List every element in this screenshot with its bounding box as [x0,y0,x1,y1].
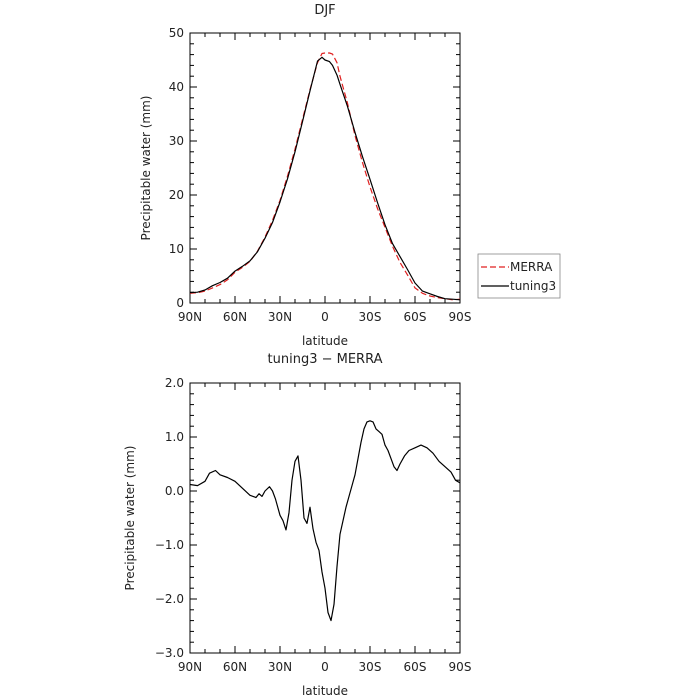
legend-label-tuning3: tuning3 [510,279,556,293]
y-tick-label: 2.0 [165,376,184,390]
y-tick-label: 0 [176,296,184,310]
y-tick-label: 20 [169,188,184,202]
top-chart-x-axis-label: latitude [302,334,348,348]
x-tick-label: 0 [321,660,329,674]
y-tick-label: 1.0 [165,430,184,444]
y-tick-label: 40 [169,80,184,94]
series-line-tuning3 [190,57,460,299]
legend: MERRA tuning3 [478,254,560,298]
top-chart-frame [190,33,460,303]
x-tick-label: 90N [178,310,202,324]
x-tick-label: 30N [268,660,292,674]
bottom-chart: tuning3 − MERRA −3.0 −2.0 −1.0 0.0 1.0 2.0 90… [123,352,471,698]
x-tick-label: 90S [449,310,472,324]
x-tick-label: 90N [178,660,202,674]
x-tick-label: 30S [359,310,382,324]
y-tick-label: −2.0 [155,592,184,606]
y-tick-label: 10 [169,242,184,256]
x-tick-label: 60N [223,660,247,674]
y-tick-label: 50 [169,26,184,40]
bottom-chart-series [190,421,460,621]
top-chart-ticks [190,33,460,303]
x-tick-label: 0 [321,310,329,324]
x-tick-label: 60S [404,310,427,324]
series-line-difference [190,421,460,621]
y-tick-label: −3.0 [155,646,184,660]
x-tick-label: 30N [268,310,292,324]
y-tick-label: 0.0 [165,484,184,498]
top-chart-x-tick-labels: 90N 60N 30N 0 30S 60S 90S [178,310,472,324]
bottom-chart-x-axis-label: latitude [302,684,348,698]
bottom-chart-frame [190,383,460,653]
y-tick-label: −1.0 [155,538,184,552]
top-chart-y-axis-label: Precipitable water (mm) [139,96,153,241]
x-tick-label: 60N [223,310,247,324]
bottom-chart-x-tick-labels: 90N 60N 30N 0 30S 60S 90S [178,660,472,674]
top-chart-title: DJF [314,3,335,18]
legend-label-merra: MERRA [510,260,553,274]
series-line-merra [190,53,460,300]
x-tick-label: 60S [404,660,427,674]
bottom-chart-ticks [190,383,460,653]
top-chart-y-tick-labels: 0 10 20 30 40 50 [169,26,184,310]
y-tick-label: 30 [169,134,184,148]
bottom-chart-y-tick-labels: −3.0 −2.0 −1.0 0.0 1.0 2.0 [155,376,184,660]
bottom-chart-title: tuning3 − MERRA [268,352,383,367]
bottom-chart-y-axis-label: Precipitable water (mm) [123,446,137,591]
x-tick-label: 30S [359,660,382,674]
top-chart-series [190,53,460,300]
x-tick-label: 90S [449,660,472,674]
top-chart: DJF 0 10 20 30 40 50 90N 60N 30N 0 30S 60S 90S lati… [139,3,560,348]
